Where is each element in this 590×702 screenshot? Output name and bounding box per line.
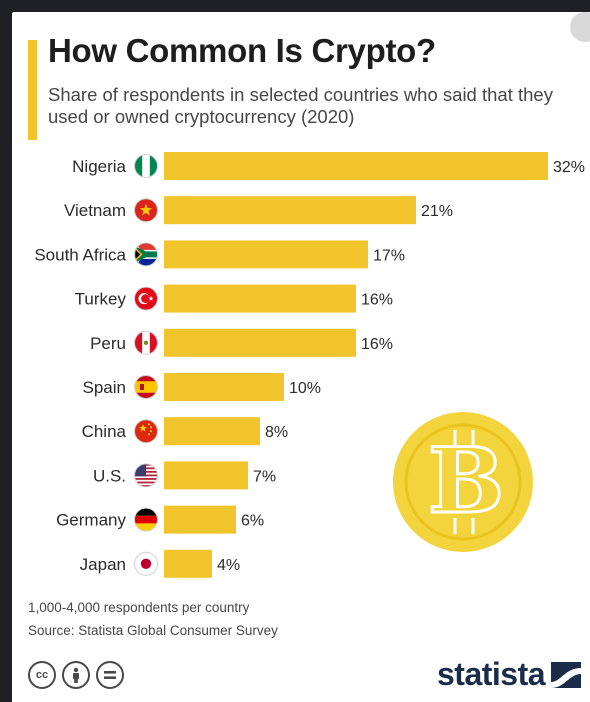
infographic-card: How Common Is Crypto? Share of responden…: [12, 12, 590, 702]
sample-size-note: 1,000-4,000 respondents per country: [28, 600, 250, 615]
bar-peru: [164, 328, 356, 357]
category-label: Vietnam: [64, 201, 126, 220]
south-africa-flag-icon: [134, 242, 158, 267]
flag-icons: [134, 154, 158, 576]
value-label: 6%: [241, 513, 264, 530]
title-accent-bar: [28, 40, 37, 140]
value-label: 7%: [253, 468, 276, 485]
value-label: 16%: [361, 336, 393, 353]
bitcoin-coin-icon: B: [391, 410, 535, 554]
us-flag-icon: [134, 463, 158, 488]
category-label: Germany: [56, 511, 126, 530]
license-icons: cc: [28, 661, 124, 689]
china-flag-icon: [134, 419, 158, 444]
bars: [164, 152, 548, 578]
value-labels: 32% 21% 17% 16% 16% 10% 8% 7% 6% 4%: [217, 159, 585, 574]
bar-vietnam: [164, 196, 416, 225]
source-note: Source: Statista Global Consumer Survey: [28, 623, 278, 638]
bar-nigeria: [164, 152, 548, 180]
bar-spain: [164, 373, 284, 401]
category-label: China: [82, 422, 127, 441]
category-label: Spain: [83, 378, 126, 397]
category-label: Peru: [90, 334, 126, 353]
value-label: 16%: [361, 292, 393, 309]
cc-icon[interactable]: cc: [28, 661, 56, 689]
bar-china: [164, 417, 260, 446]
bar-japan: [164, 549, 212, 578]
attribution-icon[interactable]: [62, 661, 90, 689]
page-subtitle: Share of respondents in selected countri…: [48, 84, 553, 127]
japan-flag-icon: [134, 551, 158, 576]
spain-flag-icon: [134, 375, 158, 399]
vietnam-flag-icon: [134, 198, 158, 223]
bar-south-africa: [164, 240, 368, 269]
peru-flag-icon: [134, 330, 158, 355]
category-label: Turkey: [75, 290, 127, 309]
statista-mark-icon: [551, 661, 582, 688]
corner-button[interactable]: [570, 12, 590, 42]
value-label: 8%: [265, 424, 288, 441]
category-label: Nigeria: [72, 157, 126, 176]
category-labels: Nigeria Vietnam South Africa Turkey Peru Spai…: [34, 157, 126, 574]
svg-text:B: B: [428, 428, 504, 534]
value-label: 4%: [217, 557, 240, 574]
category-label: U.S.: [93, 466, 126, 485]
bar-chart: Nigeria Vietnam South Africa Turkey Peru Spai…: [34, 152, 585, 578]
germany-flag-icon: [134, 507, 158, 532]
brand-name: statista: [437, 656, 546, 692]
no-derivatives-icon[interactable]: [96, 661, 124, 689]
bar-u-s: [164, 461, 248, 490]
bar-germany: [164, 505, 236, 534]
value-label: 10%: [289, 380, 321, 397]
turkey-flag-icon: [134, 286, 158, 311]
category-label: South Africa: [34, 245, 126, 264]
page-title: How Common Is Crypto?: [48, 32, 436, 69]
value-label: 32%: [553, 159, 585, 176]
value-label: 17%: [373, 247, 405, 264]
category-label: Japan: [80, 555, 126, 574]
statista-logo[interactable]: statista: [437, 656, 582, 693]
nigeria-flag-icon: [134, 154, 158, 178]
bar-turkey: [164, 284, 356, 313]
value-label: 21%: [421, 203, 453, 220]
